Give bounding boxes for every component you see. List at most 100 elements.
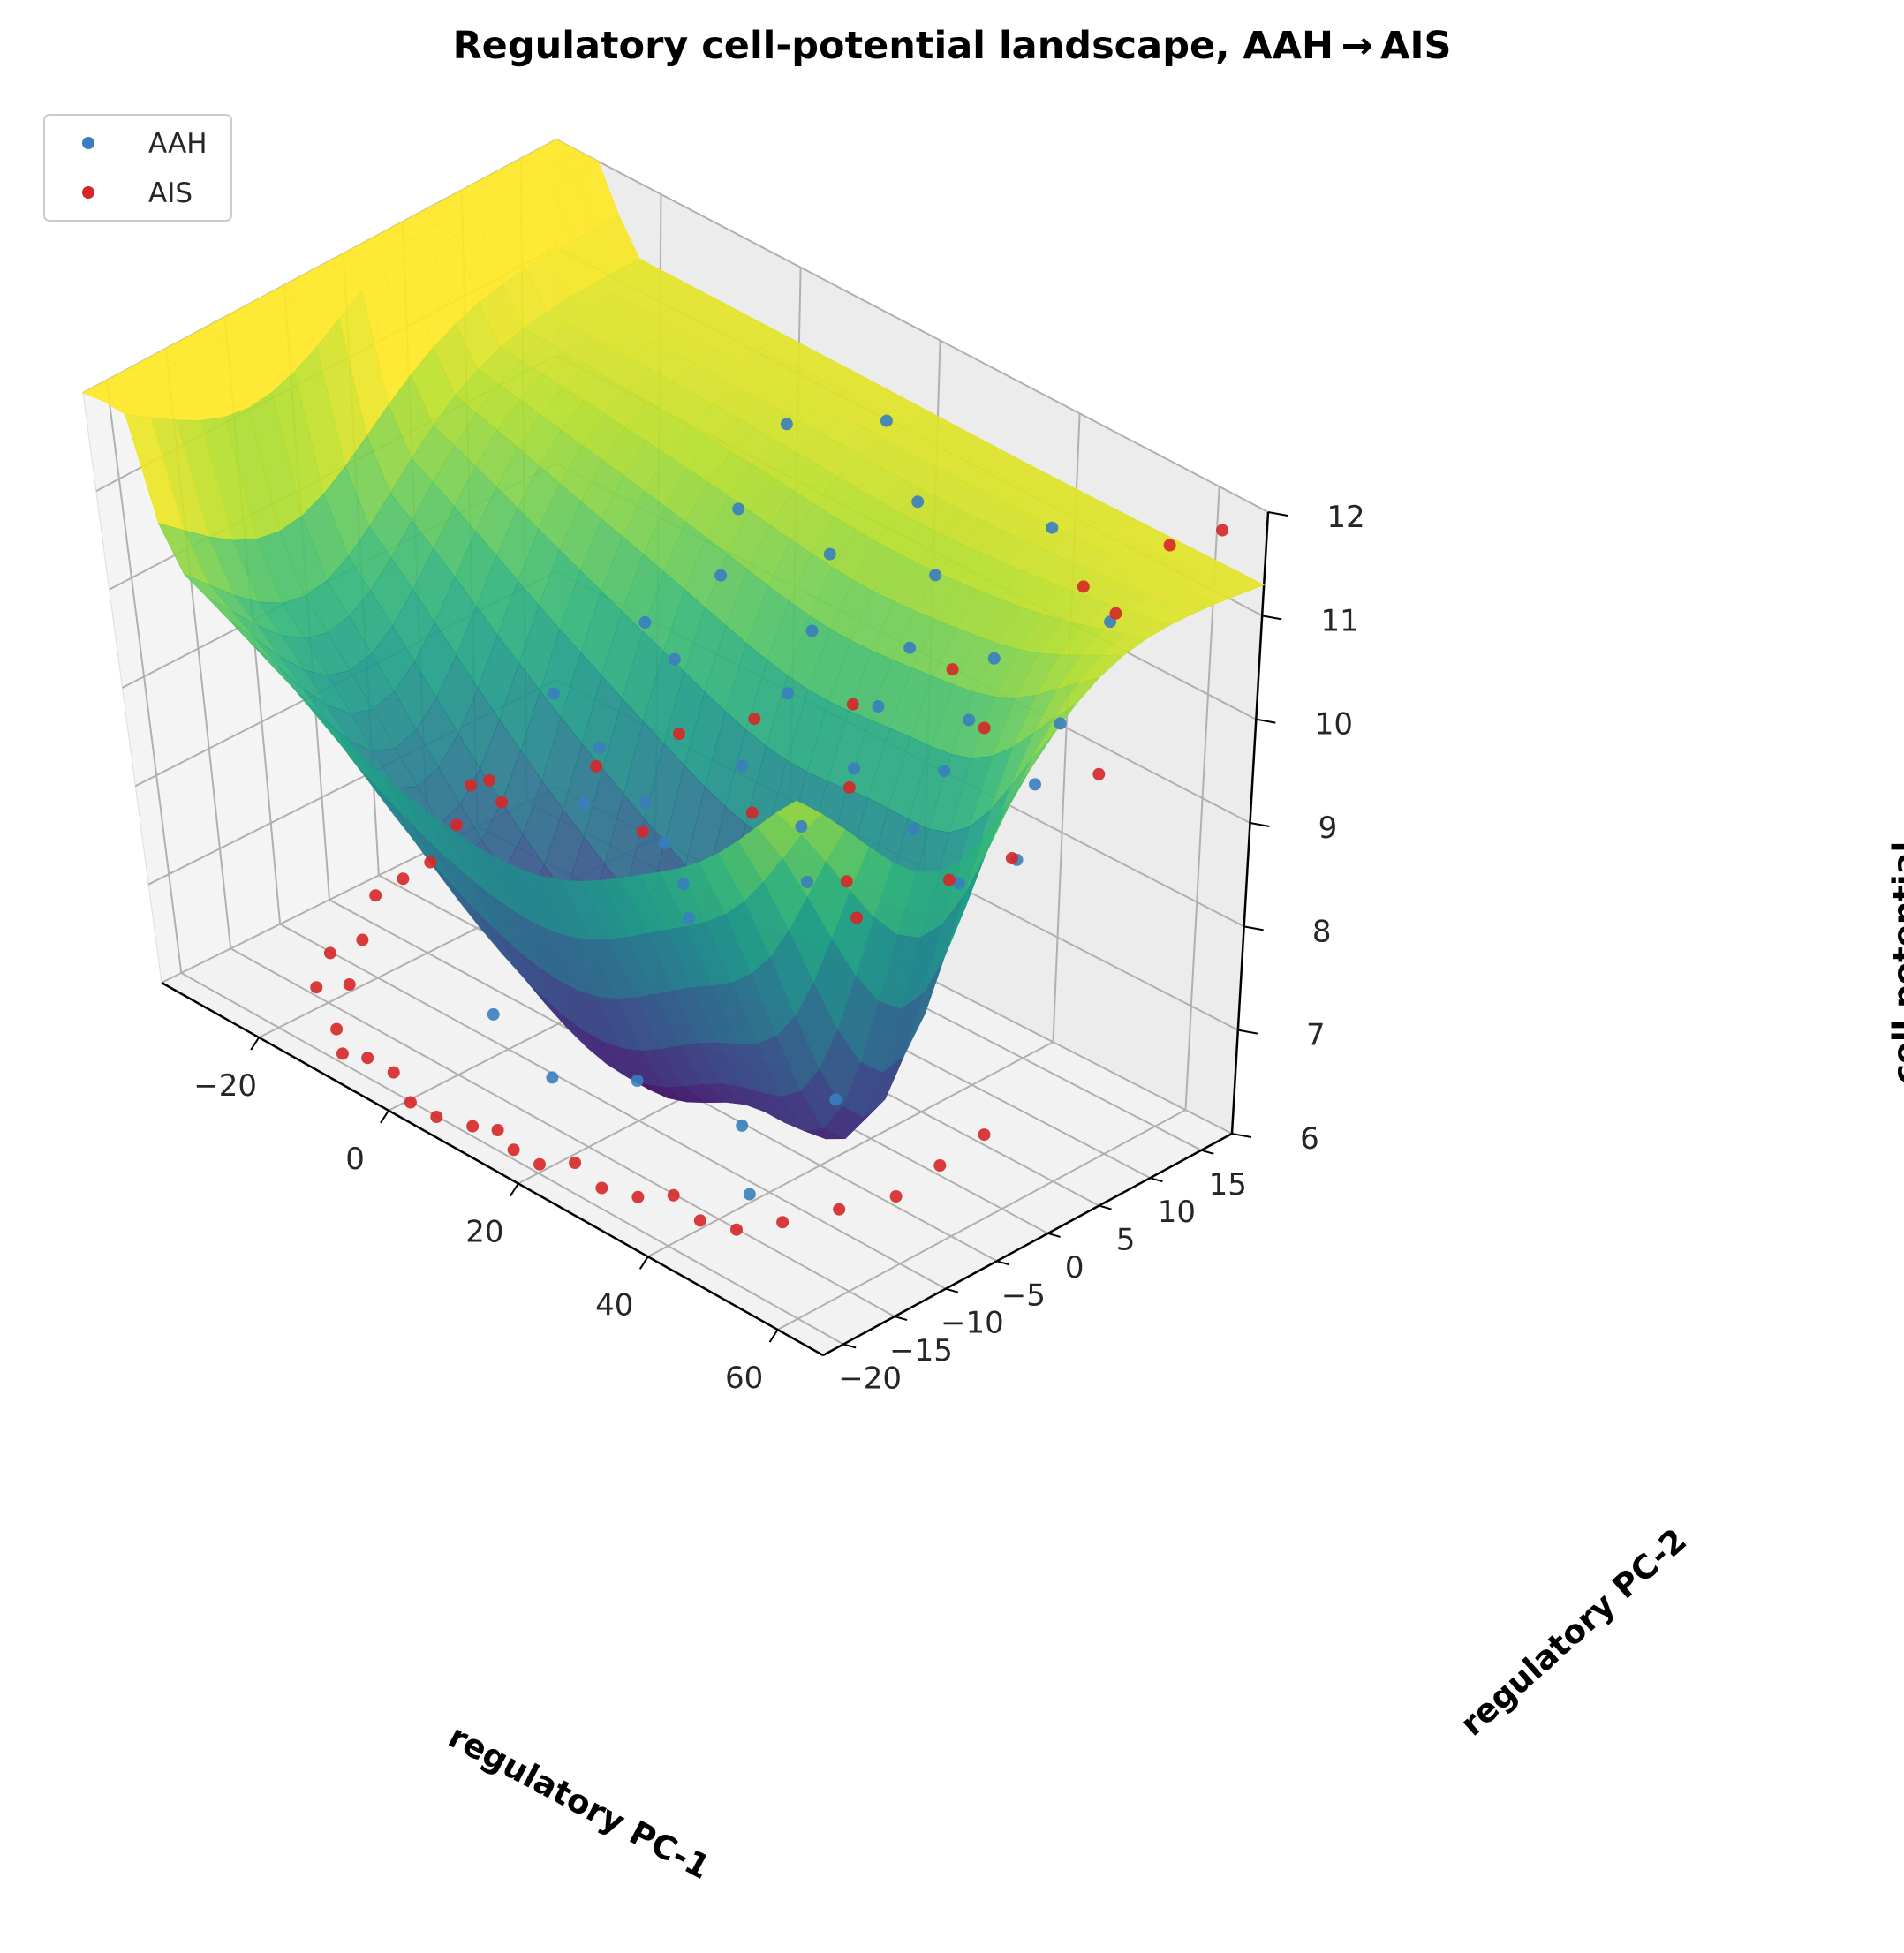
z-tick (1256, 718, 1276, 724)
aah-point (829, 1093, 842, 1106)
ais-point (465, 779, 477, 792)
legend-label-aah: AAH (148, 128, 208, 160)
aah-point (1046, 521, 1059, 534)
aah-point (487, 1007, 500, 1021)
x-tick-label: −20 (193, 1068, 257, 1104)
x-tick (380, 1110, 389, 1124)
ais-point (491, 1124, 504, 1136)
ais-point (1077, 580, 1090, 593)
aah-point (848, 762, 861, 775)
x-tick (510, 1183, 519, 1197)
x-tick (638, 1256, 649, 1270)
scatter-points (310, 414, 1229, 1236)
y-tick (1201, 1149, 1214, 1155)
z-tick (1243, 925, 1264, 931)
z-tick-label: 6 (1300, 1121, 1319, 1157)
ais-point (1216, 524, 1229, 537)
y-tick (1047, 1232, 1061, 1238)
ais-point (590, 759, 603, 773)
ais-point (730, 1223, 743, 1236)
z-tick-label: 9 (1318, 811, 1338, 846)
y-tick-label: −15 (889, 1333, 953, 1369)
ais-point (569, 1157, 582, 1169)
aah-point (593, 742, 606, 755)
ais-point (978, 1128, 991, 1142)
ais-point (595, 1181, 608, 1195)
ais-point (424, 856, 437, 869)
y-axis-title: regulatory PC-2 (1453, 1521, 1694, 1744)
y-tick-label: 10 (1158, 1195, 1196, 1230)
ais-point (430, 1111, 443, 1123)
aah-point (795, 820, 808, 833)
aah-point (578, 796, 591, 810)
ais-point (1005, 852, 1018, 864)
z-tick (1231, 1133, 1252, 1138)
z-tick-label: 11 (1321, 603, 1359, 638)
aah-point (743, 1188, 756, 1201)
aah-point (631, 1075, 644, 1087)
aah-point (546, 1071, 559, 1084)
ais-point (533, 1157, 546, 1171)
ais-point (850, 911, 864, 924)
surface-patch (776, 800, 821, 834)
ais-point (842, 780, 856, 794)
x-tick-label: 0 (345, 1142, 365, 1177)
z-axis-title: cell potential (1886, 841, 1904, 1083)
ais-point (946, 663, 959, 676)
ais-point (310, 981, 323, 994)
legend-label-ais: AIS (148, 177, 193, 209)
aah-point (880, 414, 893, 427)
chart-title: Regulatory cell-potential landscape, AAH… (453, 24, 1452, 68)
aah-point (1054, 717, 1067, 730)
z-tick-label: 7 (1306, 1018, 1326, 1053)
aah-point (736, 1119, 749, 1132)
aah-point (1029, 778, 1041, 791)
ais-point (336, 1047, 349, 1060)
ais-point (387, 1066, 400, 1079)
ais-point (323, 946, 336, 960)
x-tick-label: 20 (465, 1215, 503, 1250)
aah-point (952, 877, 965, 890)
x-axis-line (161, 981, 824, 1357)
ais-point (833, 1203, 846, 1216)
aah-point (872, 700, 885, 713)
ais-point (667, 1188, 680, 1202)
ais-point (978, 721, 991, 735)
legend: AAH AIS (43, 114, 232, 222)
aah-point (668, 652, 681, 666)
aah-point (823, 547, 836, 561)
ais-point (343, 978, 356, 991)
potential-surface (82, 139, 1266, 1140)
aah-point (780, 418, 793, 431)
z-tick (1267, 511, 1288, 517)
legend-marker-aah (82, 137, 94, 149)
aah-point (907, 823, 920, 836)
ais-point (745, 806, 759, 819)
ais-point (846, 698, 859, 711)
aah-point (805, 624, 819, 637)
ais-point (840, 875, 853, 888)
ais-point (466, 1120, 480, 1133)
y-tick-label: 0 (1065, 1250, 1084, 1286)
aah-point (963, 713, 976, 727)
aah-point (714, 569, 728, 582)
y-tick (945, 1287, 959, 1293)
aah-point (929, 569, 942, 582)
ais-point (361, 1052, 374, 1065)
y-tick (996, 1260, 1010, 1266)
aah-point (938, 765, 951, 778)
y-tick-label: 5 (1116, 1223, 1136, 1258)
y-tick (1150, 1177, 1163, 1183)
ais-point (369, 889, 382, 902)
z-tick (1237, 1029, 1258, 1035)
aah-point (547, 687, 560, 700)
aah-point (801, 876, 813, 888)
ais-point (636, 825, 649, 838)
ais-point (330, 1022, 344, 1036)
legend-marker-ais (82, 186, 94, 199)
y-tick (1099, 1204, 1112, 1210)
y-tick (894, 1316, 908, 1322)
y-tick-label: 15 (1209, 1167, 1247, 1203)
